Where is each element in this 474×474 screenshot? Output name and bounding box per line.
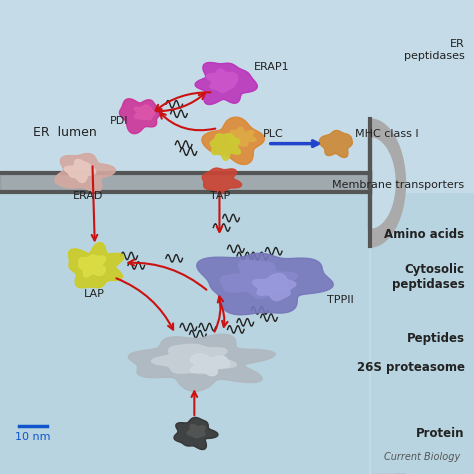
Text: Current Biology: Current Biology [383,452,460,462]
Polygon shape [229,128,256,146]
Text: Peptides: Peptides [407,332,465,346]
Polygon shape [69,243,124,288]
Polygon shape [79,255,106,277]
Polygon shape [128,334,275,391]
Polygon shape [195,63,257,104]
Text: ERAD: ERAD [73,191,103,201]
Text: LAP: LAP [84,289,105,299]
Text: ER
peptidases: ER peptidases [404,39,465,61]
Polygon shape [190,354,230,376]
Polygon shape [202,168,242,193]
Polygon shape [187,425,205,438]
Text: 26S proteasome: 26S proteasome [356,361,465,374]
Text: ERAP1: ERAP1 [254,62,289,73]
Text: TAP: TAP [210,191,230,201]
Text: PDI: PDI [109,116,128,126]
Polygon shape [64,159,96,182]
Polygon shape [152,344,237,374]
Polygon shape [174,418,218,449]
Text: Protein: Protein [416,427,465,440]
Polygon shape [206,69,238,92]
Polygon shape [253,273,296,301]
Text: PLC: PLC [263,128,284,139]
Text: ER  lumen: ER lumen [33,126,97,139]
Polygon shape [197,253,333,315]
Polygon shape [220,260,298,298]
Polygon shape [55,154,115,191]
Text: Amino acids: Amino acids [384,228,465,241]
Polygon shape [202,117,264,164]
Polygon shape [319,130,352,157]
Bar [0,0,474,192]
Text: MHC class I: MHC class I [355,128,418,139]
Text: Cytosolic
peptidases: Cytosolic peptidases [392,263,465,292]
Polygon shape [135,105,155,119]
Text: 10 nm: 10 nm [16,432,51,442]
Polygon shape [210,134,240,160]
Text: Membrane transporters: Membrane transporters [332,180,465,190]
Polygon shape [119,99,162,134]
Text: TPPII: TPPII [327,294,354,305]
